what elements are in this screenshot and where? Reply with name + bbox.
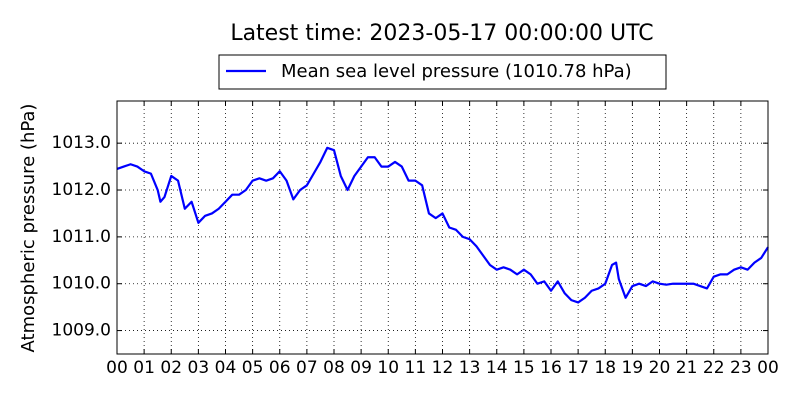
y-axis-label: Atmospheric pressure (hPa) [18, 104, 39, 353]
x-tick-label: 12 [432, 358, 454, 378]
x-tick-label: 18 [594, 358, 616, 378]
x-tick-label: 22 [703, 358, 725, 378]
x-tick-label: 08 [323, 358, 345, 378]
x-tick-label: 00 [757, 358, 779, 378]
x-tick-label: 13 [459, 358, 481, 378]
x-tick-label: 07 [296, 358, 318, 378]
x-tick-label: 03 [188, 358, 210, 378]
x-tick-label: 17 [567, 358, 589, 378]
legend-label: Mean sea level pressure (1010.78 hPa) [281, 61, 632, 82]
x-tick-label: 11 [405, 358, 427, 378]
x-tick-label: 19 [622, 358, 644, 378]
y-tick-label: 1011.0 [52, 227, 111, 247]
y-tick-label: 1009.0 [52, 321, 111, 341]
y-tick-label: 1010.0 [52, 274, 111, 294]
x-tick-label: 10 [377, 358, 399, 378]
data-line [116, 146, 769, 304]
x-tick-label: 15 [513, 358, 535, 378]
y-tick-label: 1012.0 [52, 180, 111, 200]
x-tick-label: 01 [133, 358, 155, 378]
plot-frame [116, 100, 769, 355]
x-tick-label: 04 [215, 358, 237, 378]
chart-title: Latest time: 2023-05-17 00:00:00 UTC [230, 21, 653, 46]
x-tick-label: 00 [106, 358, 128, 378]
x-tick-label: 23 [730, 358, 752, 378]
x-tick-label: 09 [350, 358, 372, 378]
legend-box [218, 54, 667, 90]
x-tick-label: 02 [160, 358, 182, 378]
x-tick-label: 14 [486, 358, 508, 378]
x-tick-label: 16 [540, 358, 562, 378]
x-tick-label: 21 [676, 358, 698, 378]
x-tick-label: 05 [242, 358, 264, 378]
y-tick-label: 1013.0 [52, 133, 111, 153]
x-tick-label: 06 [269, 358, 291, 378]
x-tick-label: 20 [649, 358, 671, 378]
